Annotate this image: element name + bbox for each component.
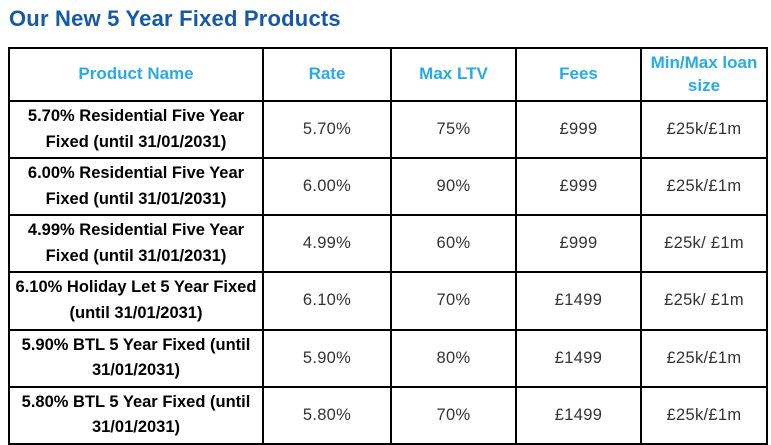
max-ltv-cell: 75% xyxy=(390,99,517,160)
product-name-cell: 5.90% BTL 5 Year Fixed (until 31/01/2031… xyxy=(8,328,264,388)
max-ltv-cell: 70% xyxy=(390,271,517,331)
max-ltv-cell: 70% xyxy=(390,385,517,445)
col-header-max-ltv: Max LTV xyxy=(390,47,517,102)
fees-cell: £1499 xyxy=(515,385,642,445)
loan-size-cell: £25k/£1m xyxy=(640,99,768,160)
table-header-row: Product Name Rate Max LTV Fees Min/Max l… xyxy=(8,47,768,102)
rate-cell: 6.00% xyxy=(262,157,392,217)
rate-cell: 5.90% xyxy=(262,328,392,388)
table-row: 5.90% BTL 5 Year Fixed (until 31/01/2031… xyxy=(8,328,768,388)
col-header-rate: Rate xyxy=(262,47,392,102)
table-row: 6.10% Holiday Let 5 Year Fixed (until 31… xyxy=(8,271,768,331)
fees-cell: £1499 xyxy=(515,271,642,331)
table-row: 5.70% Residential Five Year Fixed (until… xyxy=(8,99,768,160)
rate-cell: 5.70% xyxy=(262,99,392,160)
rate-cell: 6.10% xyxy=(262,271,392,331)
loan-size-cell: £25k/ £1m xyxy=(640,271,768,331)
loan-size-cell: £25k/ £1m xyxy=(640,214,768,274)
table-row: 5.80% BTL 5 Year Fixed (until 31/01/2031… xyxy=(8,385,768,445)
fees-cell: £999 xyxy=(515,157,642,217)
product-name-cell: 6.00% Residential Five Year Fixed (until… xyxy=(8,157,264,217)
product-name-cell: 5.70% Residential Five Year Fixed (until… xyxy=(8,99,264,160)
max-ltv-cell: 90% xyxy=(390,157,517,217)
products-table: Product Name Rate Max LTV Fees Min/Max l… xyxy=(8,47,768,445)
max-ltv-cell: 60% xyxy=(390,214,517,274)
table-row: 4.99% Residential Five Year Fixed (until… xyxy=(8,214,768,274)
loan-size-cell: £25k/£1m xyxy=(640,157,768,217)
col-header-fees: Fees xyxy=(515,47,642,102)
loan-size-cell: £25k/£1m xyxy=(640,385,768,445)
product-name-cell: 5.80% BTL 5 Year Fixed (until 31/01/2031… xyxy=(8,385,264,445)
fees-cell: £999 xyxy=(515,214,642,274)
col-header-product-name: Product Name xyxy=(8,47,264,102)
table-row: 6.00% Residential Five Year Fixed (until… xyxy=(8,157,768,217)
col-header-min-max-loan-size: Min/Max loan size xyxy=(640,47,768,102)
rate-cell: 4.99% xyxy=(262,214,392,274)
page-title: Our New 5 Year Fixed Products xyxy=(9,6,341,31)
fees-cell: £1499 xyxy=(515,328,642,388)
loan-size-cell: £25k/£1m xyxy=(640,328,768,388)
rate-cell: 5.80% xyxy=(262,385,392,445)
product-name-cell: 6.10% Holiday Let 5 Year Fixed (until 31… xyxy=(8,271,264,331)
product-name-cell: 4.99% Residential Five Year Fixed (until… xyxy=(8,214,264,274)
max-ltv-cell: 80% xyxy=(390,328,517,388)
fees-cell: £999 xyxy=(515,99,642,160)
